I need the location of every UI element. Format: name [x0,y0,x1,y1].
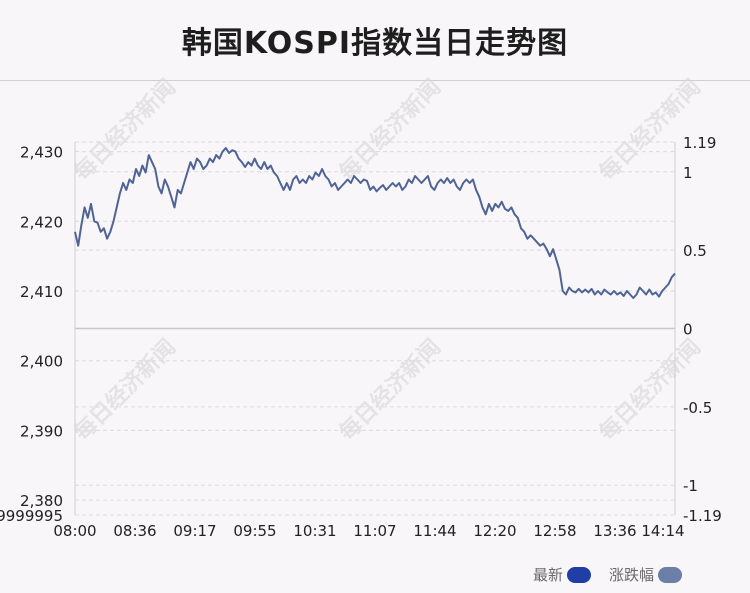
y2-tick-label: 1 [683,164,693,182]
y2-tick-label: 0.5 [683,242,707,260]
legend-item-change[interactable]: 涨跌幅 [609,564,683,585]
x-tick-label: 08:00 [53,522,96,540]
legend-label-change: 涨跌幅 [609,566,655,584]
legend-label-latest: 最新 [533,566,564,584]
legend-swatch-latest [567,566,592,583]
watermark-text: 每日经济新闻 [69,334,181,446]
y-tick-label: 2,430 [20,144,63,162]
y-tick-label: 2,400 [20,353,63,371]
x-tick-label: 11:44 [413,522,456,540]
y-tick-label: 2,380 [20,492,63,510]
chart-title: 韩国KOSPI指数当日走势图 [181,26,569,61]
x-tick-label: 13:36 [593,522,636,540]
x-tick-label: 14:14 [641,522,684,540]
x-tick-label: 11:07 [353,522,396,540]
watermark-text: 每日经济新闻 [334,334,446,446]
watermark-text: 每日经济新闻 [594,334,706,446]
series-layer [74,147,676,299]
x-tick-label: 09:55 [233,522,276,540]
watermark-text: 每日经济新闻 [334,74,446,186]
y2-tick-label: 1.19 [683,134,716,152]
x-tick-label: 09:17 [173,522,216,540]
x-tick-label: 08:36 [113,522,156,540]
legend-swatch-change [658,566,683,583]
y-tick-label-bottom: 9999995 [0,507,63,525]
y2-tick-label: -0.5 [683,399,712,417]
y2-tick-label: 0 [683,321,693,339]
legend-item-latest[interactable]: 最新 [533,564,592,585]
y-tick-label: 2,390 [20,422,63,440]
y2-tick-label: -1.19 [683,507,722,525]
x-tick-label: 10:31 [293,522,336,540]
title-divider [0,80,750,81]
y-tick-label: 2,410 [20,283,63,301]
series-line-kospi [74,147,676,299]
y-tick-label: 2,420 [20,213,63,231]
axis-layer: 2,380 2,390 2,400 2,410 2,420 2,430 9999995 1.1… [0,134,722,540]
x-tick-label: 12:58 [533,522,576,540]
grid-layer [75,141,675,516]
watermark-text: 每日经济新闻 [69,74,181,186]
x-tick-label: 12:20 [473,522,516,540]
y2-tick-label: -1 [683,477,698,495]
